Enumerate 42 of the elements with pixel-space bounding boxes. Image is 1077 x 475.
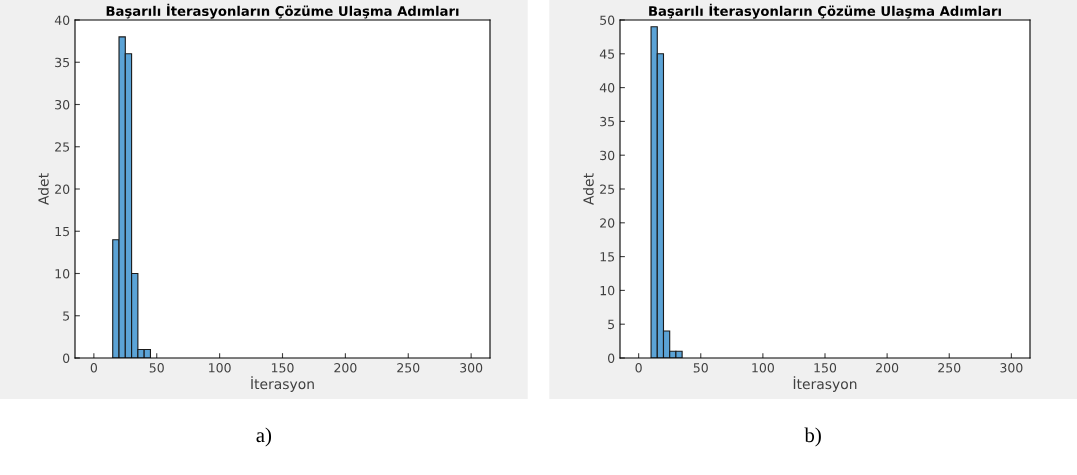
y-tick-label: 40 bbox=[599, 83, 615, 93]
y-tick-label: 50 bbox=[600, 15, 615, 25]
x-tick-label: 50 bbox=[149, 363, 164, 373]
x-axis-title: İterasyon bbox=[251, 376, 314, 392]
y-axis-title: Adet bbox=[38, 173, 49, 205]
x-tick-label: 150 bbox=[814, 363, 837, 373]
text: b) bbox=[804, 427, 821, 447]
y-tick-label: 45 bbox=[599, 49, 615, 59]
x-tick-label: 250 bbox=[397, 363, 420, 373]
y-tick-label: 20 bbox=[600, 218, 615, 228]
y-tick-label: 25 bbox=[600, 184, 615, 194]
x-axis-title: İterasyon bbox=[793, 376, 857, 392]
y-tick-label: 40 bbox=[54, 15, 70, 25]
y-tick-label: 30 bbox=[55, 99, 70, 110]
y-tick-label: 15 bbox=[55, 226, 70, 237]
x-tick-label: 250 bbox=[938, 363, 961, 373]
x-tick-label: 200 bbox=[334, 363, 357, 373]
y-tick-label: 15 bbox=[600, 252, 615, 262]
y-tick-label: 10 bbox=[55, 268, 70, 279]
x-tick-label: 0 bbox=[90, 363, 98, 373]
y-tick-label: 10 bbox=[600, 285, 615, 296]
y-tick-label: 5 bbox=[63, 311, 70, 321]
y-tick-label: 30 bbox=[600, 150, 615, 161]
y-tick-label: 35 bbox=[55, 57, 70, 68]
y-axis-title: Adet bbox=[583, 173, 594, 205]
chart-title: Başarılı İterasyonların Çözüme Ulaşma Adımları bbox=[106, 3, 459, 19]
y-tick-label: 35 bbox=[600, 116, 615, 127]
x-tick-label: 150 bbox=[271, 363, 294, 373]
x-tick-label: 300 bbox=[460, 363, 483, 373]
y-tick-label: 25 bbox=[55, 142, 70, 152]
x-tick-label: 0 bbox=[635, 363, 642, 373]
y-tick-label: 20 bbox=[55, 184, 70, 194]
x-tick-label: 100 bbox=[209, 363, 231, 373]
x-tick-label: 300 bbox=[1000, 363, 1023, 373]
y-tick-label: 0 bbox=[63, 353, 70, 363]
x-tick-label: 200 bbox=[876, 363, 899, 373]
x-tick-label: 100 bbox=[752, 363, 774, 373]
y-tick-label: 5 bbox=[608, 319, 615, 330]
chart-title: Başarılı İterasyonların Çözüme Ulaşma Adımları bbox=[649, 3, 1001, 19]
x-tick-label: 50 bbox=[693, 363, 708, 373]
y-tick-label: 0 bbox=[608, 353, 615, 363]
text: a) bbox=[256, 427, 272, 447]
